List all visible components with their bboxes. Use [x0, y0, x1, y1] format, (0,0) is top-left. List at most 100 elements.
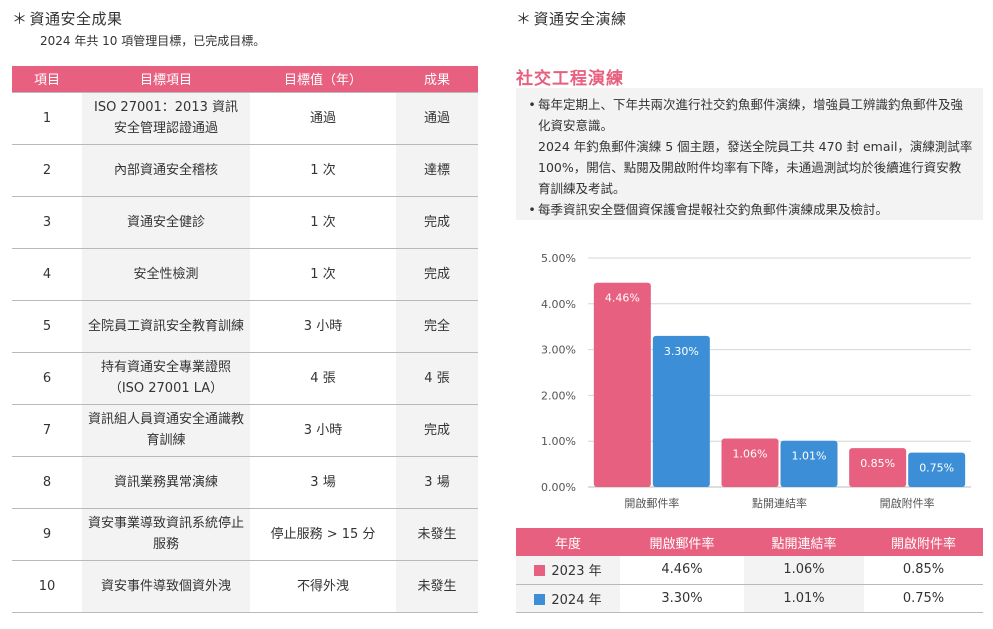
bullet-dot-icon: •	[528, 202, 536, 217]
bar	[780, 440, 838, 487]
row-goal-item: 全院員工資訊安全教育訓練	[82, 300, 250, 353]
row-number: 2	[12, 144, 82, 197]
row-goal-item: 安全性檢測	[82, 248, 250, 301]
table-row: 2023 年 4.46% 1.06% 0.85%	[516, 556, 983, 585]
y-tick-label: 3.00%	[541, 344, 576, 357]
category-label: 點開連結率	[752, 496, 807, 510]
bar	[849, 448, 907, 487]
bar-value-label: 0.85%	[860, 457, 895, 470]
row-goal-item: 資訊業務異常演練	[82, 456, 250, 509]
row-goal-item: ISO 27001：2013 資訊安全管理認證通過	[82, 91, 250, 145]
row-target: 3 場	[250, 456, 396, 509]
row-year-label: 2023 年	[551, 564, 602, 580]
bullet-dot-icon: •	[528, 97, 536, 112]
row-result: 3 場	[396, 456, 478, 509]
right-section-heading: ＊資通安全演練	[516, 8, 627, 29]
row-number: 1	[12, 91, 82, 145]
bar-value-label: 1.06%	[733, 447, 768, 460]
row-goal-item: 資訊組人員資通安全通識教育訓練	[82, 404, 250, 457]
row-goal-item: 內部資通安全稽核	[82, 144, 250, 197]
row-number: 10	[12, 560, 82, 613]
row-result: 4 張	[396, 352, 478, 405]
table-row: 9 資安事業導致資訊系統停止服務 停止服務 > 15 分未發生	[12, 508, 478, 561]
row-open-rate: 4.46%	[620, 556, 744, 585]
row-target: 通過	[250, 91, 396, 145]
y-tick-label: 5.00%	[541, 252, 576, 265]
row-number: 9	[12, 508, 82, 561]
bar-value-label: 4.46%	[605, 292, 640, 305]
row-result: 完成	[396, 196, 478, 249]
bar	[721, 438, 779, 487]
legend-swatch	[534, 593, 546, 605]
table-row: 4 安全性檢測 1 次完成	[12, 248, 478, 301]
row-result: 未發生	[396, 560, 478, 613]
row-click-rate: 1.06%	[744, 556, 864, 585]
bar-value-label: 1.01%	[792, 450, 827, 463]
table-row: 10 資安事件導致個資外洩 不得外洩 未發生	[12, 560, 478, 613]
row-result: 完成	[396, 248, 478, 301]
description-box: • 每年定期上、下年共兩次進行社交釣魚郵件演練，增強員工辨識釣魚郵件及強化資安意…	[516, 88, 983, 220]
y-tick-label: 4.00%	[541, 298, 576, 311]
header-target: 目標值（年）	[250, 66, 396, 92]
row-target: 4 張	[250, 352, 396, 405]
row-number: 5	[12, 300, 82, 353]
header-year: 年度	[516, 528, 620, 556]
bullet-text: 每年定期上、下年共兩次進行社交釣魚郵件演練，增強員工辨識釣魚郵件及強化資安意識。	[538, 97, 964, 133]
goals-table-header: 項目 目標項目 目標值（年） 成果	[12, 66, 478, 92]
left-section-title: 資通安全成果	[29, 10, 123, 28]
row-goal-item: 資安事業導致資訊系統停止服務	[82, 508, 250, 561]
header-attach-rate: 開啟附件率	[864, 528, 983, 556]
row-result: 通過	[396, 91, 478, 145]
social-engineering-title: 社交工程演練	[516, 69, 624, 89]
bullet-item: • 每季資訊安全暨個資保護會提報社交釣魚郵件演練成果及檢討。	[526, 199, 973, 220]
left-section-heading: ＊資通安全成果	[12, 8, 123, 29]
header-item: 目標項目	[82, 66, 250, 92]
row-open-rate: 3.30%	[620, 584, 744, 613]
row-goal-item: 持有資通安全專業證照（ISO 27001 LA）	[82, 352, 250, 405]
row-click-rate: 1.01%	[744, 584, 864, 613]
table-row: 1 ISO 27001：2013 資訊安全管理認證通過 通過 通過	[12, 91, 478, 145]
table-row: 7 資訊組人員資通安全通識教育訓練 3 小時 完成	[12, 404, 478, 457]
rate-table-header: 年度 開啟郵件率 點開連結率 開啟附件率	[516, 528, 983, 556]
table-row: 3 資通安全健診 1 次完成	[12, 196, 478, 249]
table-row: 2024 年 3.30% 1.01% 0.75%	[516, 584, 983, 613]
row-target: 停止服務 > 15 分	[250, 508, 396, 561]
row-target: 3 小時	[250, 404, 396, 457]
bar	[652, 335, 710, 487]
row-target: 1 次	[250, 248, 396, 301]
bullet-detail: 2024 年釣魚郵件演練 5 個主題，發送全院員工共 470 封 email，演…	[538, 139, 973, 196]
goals-table: 項目 目標項目 目標值（年） 成果 1 ISO 27001：2013 資訊安全管理…	[12, 66, 478, 613]
phishing-rate-chart: 0.00% 1.00% 2.00% 3.00% 4.00% 5.00% 4.46% 3.30%…	[541, 252, 971, 510]
row-target: 1 次	[250, 144, 396, 197]
asterisk-icon: ＊	[12, 10, 28, 28]
category-label: 開啟郵件率	[624, 496, 679, 510]
left-section-subtitle: 2024 年共 10 項管理目標，已完成目標。	[40, 34, 266, 48]
bar	[908, 452, 966, 487]
bullet-item: • 每年定期上、下年共兩次進行社交釣魚郵件演練，增強員工辨識釣魚郵件及強化資安意…	[526, 94, 973, 136]
asterisk-icon: ＊	[516, 10, 532, 28]
table-row: 5 全院員工資訊安全教育訓練 3 小時 完全	[12, 300, 478, 353]
header-open-rate: 開啟郵件率	[620, 528, 744, 556]
y-tick-label: 2.00%	[541, 389, 576, 402]
row-result: 未發生	[396, 508, 478, 561]
bar-value-label: 0.75%	[919, 462, 954, 475]
row-target: 1 次	[250, 196, 396, 249]
row-number: 7	[12, 404, 82, 457]
row-result: 完全	[396, 300, 478, 353]
header-click-rate: 點開連結率	[744, 528, 864, 556]
table-row: 2 內部資通安全稽核 1 次達標	[12, 144, 478, 197]
row-number: 8	[12, 456, 82, 509]
bar-value-label: 3.30%	[664, 345, 699, 358]
right-section-title: 資通安全演練	[533, 10, 627, 28]
row-result: 完成	[396, 404, 478, 457]
row-goal-item: 資安事件導致個資外洩	[82, 560, 250, 613]
row-target: 不得外洩	[250, 560, 396, 613]
row-year: 2023 年	[516, 556, 620, 585]
row-number: 3	[12, 196, 82, 249]
header-result: 成果	[396, 66, 478, 92]
category-label: 開啟附件率	[880, 496, 935, 510]
row-result: 達標	[396, 144, 478, 197]
bullet-text: 每季資訊安全暨個資保護會提報社交釣魚郵件演練成果及檢討。	[538, 202, 889, 217]
